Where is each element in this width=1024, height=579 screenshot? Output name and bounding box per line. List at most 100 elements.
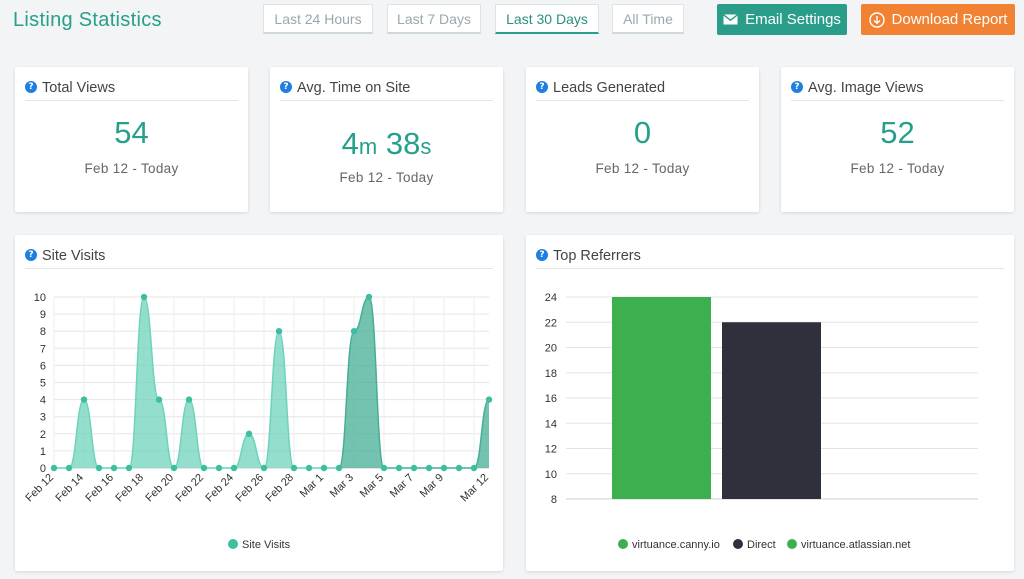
envelope-icon bbox=[723, 14, 738, 25]
page-title: Listing Statistics bbox=[13, 9, 162, 31]
data-point bbox=[425, 464, 433, 472]
legend: Site Visits bbox=[228, 539, 291, 551]
y-tick-label: 14 bbox=[545, 418, 557, 430]
download-icon bbox=[868, 11, 885, 28]
data-point bbox=[200, 464, 208, 472]
data-point bbox=[80, 396, 88, 403]
top-referrers-card: ? Top Referrers 8 10 12 14 16 18 20 22 24 virtuan… bbox=[526, 235, 1014, 571]
visits-line bbox=[54, 296, 339, 469]
help-icon[interactable]: ? bbox=[25, 81, 37, 93]
data-point bbox=[50, 464, 58, 472]
data-point bbox=[320, 464, 328, 472]
y-tick-label: 1 bbox=[40, 446, 46, 458]
visits-line bbox=[338, 296, 490, 469]
avg-time-value: 4m 38s bbox=[341, 126, 432, 161]
data-point bbox=[350, 328, 358, 335]
data-point bbox=[305, 464, 313, 472]
y-tick-label: 22 bbox=[545, 317, 557, 329]
legend-swatch bbox=[733, 539, 743, 549]
legend-label: Site Visits bbox=[242, 539, 291, 551]
y-tick-label: 5 bbox=[40, 378, 46, 390]
site-visits-card: ? Site Visits 0 1 2 3 4 5 6 7 8 9 10 Feb 12 Feb 14 Fe… bbox=[15, 235, 503, 571]
data-point bbox=[155, 396, 163, 403]
visits-area bbox=[339, 297, 489, 468]
legend-swatch bbox=[787, 539, 797, 549]
image-views-card: ? Avg. Image Views 52 Feb 12 - Today bbox=[781, 67, 1014, 212]
grid-lines bbox=[53, 296, 489, 469]
data-point bbox=[170, 464, 178, 472]
download-report-button[interactable]: Download Report bbox=[861, 4, 1015, 35]
range-last-24-hours[interactable]: Last 24 Hours bbox=[263, 4, 373, 34]
data-point bbox=[230, 464, 238, 472]
y-tick-label: 18 bbox=[545, 368, 557, 380]
y-tick-label: 3 bbox=[40, 412, 46, 424]
data-point bbox=[485, 396, 493, 403]
x-tick-label: Feb 28 bbox=[263, 472, 296, 505]
data-point bbox=[380, 464, 388, 472]
data-point bbox=[290, 464, 298, 472]
download-report-label: Download Report bbox=[891, 11, 1008, 28]
help-icon[interactable]: ? bbox=[25, 249, 37, 261]
range-all-time[interactable]: All Time bbox=[612, 4, 684, 34]
data-point bbox=[125, 464, 133, 472]
y-tick-label: 4 bbox=[40, 395, 46, 407]
leads-value: 0 bbox=[633, 115, 652, 150]
y-tick-label: 24 bbox=[545, 292, 557, 304]
data-point bbox=[470, 464, 478, 472]
data-point bbox=[65, 464, 73, 472]
y-tick-label: 8 bbox=[551, 494, 557, 506]
x-tick-label: Feb 18 bbox=[113, 472, 146, 505]
date-range-text: Feb 12 - Today bbox=[339, 170, 434, 185]
legend-label: virtuance.atlassian.net bbox=[801, 539, 910, 551]
referrer-bar bbox=[612, 297, 711, 499]
referrer-bar bbox=[722, 322, 821, 499]
x-tick-label: Mar 12 bbox=[458, 472, 491, 505]
range-last-30-days[interactable]: Last 30 Days bbox=[495, 4, 599, 34]
help-icon[interactable]: ? bbox=[536, 249, 548, 261]
data-point bbox=[440, 464, 448, 472]
data-point bbox=[140, 293, 148, 301]
date-range-text: Feb 12 - Today bbox=[850, 161, 945, 176]
legend-label: virtuance.canny.io bbox=[632, 539, 720, 551]
data-point bbox=[455, 464, 463, 472]
total-views-value: 54 bbox=[114, 115, 149, 150]
image-views-value: 52 bbox=[880, 115, 915, 150]
date-range-text: Feb 12 - Today bbox=[84, 161, 179, 176]
avg-time-card: ? Avg. Time on Site 4m 38s Feb 12 - Toda… bbox=[270, 67, 503, 212]
x-tick-label: Feb 26 bbox=[233, 472, 266, 505]
leads-card: ? Leads Generated 0 Feb 12 - Today bbox=[526, 67, 759, 212]
data-point bbox=[110, 464, 118, 472]
card-title: Site Visits bbox=[42, 248, 106, 264]
help-icon[interactable]: ? bbox=[791, 81, 803, 93]
date-range-text: Feb 12 - Today bbox=[595, 161, 690, 176]
email-settings-button[interactable]: Email Settings bbox=[717, 4, 847, 35]
total-views-card: ? Total Views 54 Feb 12 - Today bbox=[15, 67, 248, 212]
x-tick-label: Feb 22 bbox=[173, 472, 206, 505]
top-referrers-chart: 8 10 12 14 16 18 20 22 24 virtuance.canny.io Direc… bbox=[545, 292, 978, 551]
card-title: Total Views bbox=[42, 80, 116, 96]
legend-swatch bbox=[618, 539, 628, 549]
data-point bbox=[215, 464, 223, 472]
x-tick-label: Mar 3 bbox=[328, 472, 356, 500]
y-tick-label: 12 bbox=[545, 444, 557, 456]
legend-swatch bbox=[228, 539, 238, 549]
legend: virtuance.canny.io Direct virtuance.atlass… bbox=[618, 539, 910, 551]
range-last-7-days[interactable]: Last 7 Days bbox=[387, 4, 481, 34]
card-title: Avg. Image Views bbox=[808, 80, 924, 96]
data-point bbox=[260, 464, 268, 472]
x-tick-label: Mar 5 bbox=[358, 472, 386, 500]
data-point bbox=[410, 464, 418, 472]
data-point bbox=[395, 464, 403, 472]
help-icon[interactable]: ? bbox=[536, 81, 548, 93]
y-tick-label: 10 bbox=[545, 469, 557, 481]
x-tick-label: Mar 1 bbox=[298, 472, 326, 500]
data-point bbox=[335, 464, 343, 472]
y-tick-label: 16 bbox=[545, 393, 557, 405]
card-title: Leads Generated bbox=[553, 80, 666, 96]
x-tick-label: Mar 7 bbox=[388, 472, 416, 500]
x-tick-label: Feb 12 bbox=[23, 472, 56, 505]
card-title: Avg. Time on Site bbox=[297, 80, 411, 96]
help-icon[interactable]: ? bbox=[280, 81, 292, 93]
y-tick-label: 7 bbox=[40, 343, 46, 355]
